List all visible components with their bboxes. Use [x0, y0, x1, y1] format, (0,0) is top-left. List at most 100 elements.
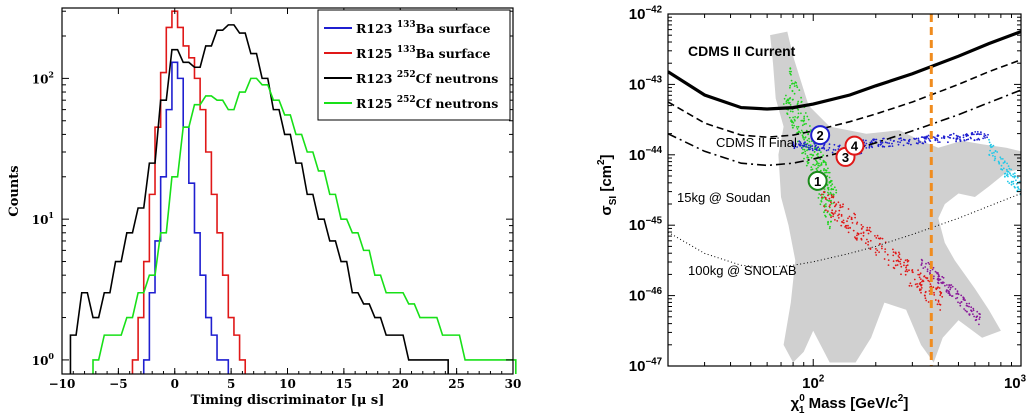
scatter-point — [840, 215, 843, 217]
scatter-point — [919, 281, 922, 284]
scatter-point — [803, 145, 805, 148]
benchmark-label: 4 — [851, 139, 859, 154]
scatter-point — [875, 247, 877, 250]
scatter-point — [830, 199, 832, 202]
scatter-point — [806, 139, 809, 142]
right-plot-frame — [667, 13, 1022, 367]
scatter-point — [860, 228, 863, 230]
scatter-point — [819, 169, 822, 172]
scatter-point — [904, 259, 907, 262]
scatter-point — [824, 169, 827, 172]
scatter-point — [805, 143, 808, 146]
scatter-point — [815, 163, 818, 166]
scatter-point — [946, 284, 948, 286]
scatter-point — [821, 196, 823, 199]
scatter-point — [902, 144, 905, 147]
scatter-point — [947, 141, 949, 144]
y-tick-label: 10−42 — [629, 4, 663, 23]
scatter-point — [814, 148, 817, 151]
scatter-point — [802, 135, 804, 138]
scatter-point — [929, 283, 932, 285]
scatter-point — [956, 137, 959, 140]
scatter-point — [936, 287, 939, 289]
scatter-point — [951, 295, 953, 297]
scatter-point — [1015, 179, 1017, 182]
scatter-point — [860, 224, 863, 226]
scatter-point — [790, 120, 792, 123]
scatter-point — [881, 237, 884, 240]
scatter-point — [994, 157, 997, 160]
scatter-point — [904, 270, 907, 273]
limit-curve-final — [668, 59, 1021, 139]
scatter-point — [866, 226, 869, 229]
scatter-point — [838, 209, 841, 212]
scatter-point — [811, 154, 814, 157]
scatter-point — [822, 146, 825, 149]
scatter-point — [828, 227, 831, 230]
scatter-point — [803, 123, 806, 126]
y-tick-label: 101 — [32, 210, 54, 227]
scatter-point — [884, 248, 887, 251]
scatter-point — [1008, 167, 1011, 170]
scatter-point — [835, 191, 838, 194]
scatter-point — [988, 153, 991, 156]
scatter-point — [997, 160, 1000, 163]
scatter-point — [894, 264, 897, 267]
scatter-point — [950, 133, 952, 136]
scatter-point — [1016, 186, 1019, 189]
scatter-point — [856, 221, 859, 224]
scatter-point — [1007, 165, 1010, 168]
scatter-point — [795, 84, 798, 87]
scatter-point — [817, 152, 819, 155]
scatter-point — [984, 134, 987, 137]
scatter-point — [828, 197, 831, 200]
scatter-point — [944, 284, 946, 287]
scatter-point — [819, 203, 822, 206]
scatter-point — [924, 137, 926, 140]
scatter-point — [980, 131, 982, 134]
scatter-point — [1006, 173, 1009, 175]
scatter-point — [891, 142, 893, 145]
scatter-point — [835, 189, 838, 192]
scatter-point — [854, 216, 856, 219]
scatter-point — [920, 291, 922, 294]
scatter-point — [976, 131, 979, 133]
scatter-point — [839, 206, 842, 209]
scatter-point — [970, 132, 973, 135]
scatter-point — [816, 146, 819, 149]
scatter-point — [853, 212, 855, 215]
scatter-point — [909, 282, 912, 285]
right-axis-labels: χ0 1 Mass [GeV/c2] σSI [cm2] — [596, 154, 908, 415]
scatter-point — [959, 136, 961, 138]
scatter-point — [834, 212, 836, 214]
scatter-point — [926, 135, 929, 138]
scatter-point — [989, 149, 991, 152]
scatter-point — [801, 124, 804, 127]
scatter-point — [976, 138, 978, 141]
scatter-point — [937, 299, 940, 302]
scatter-point — [792, 144, 795, 147]
scatter-point — [829, 204, 831, 206]
scatter-point — [993, 151, 995, 154]
scatter-point — [795, 143, 797, 145]
scatter-point — [937, 277, 940, 280]
scatter-point — [822, 154, 825, 157]
scatter-point — [824, 215, 827, 218]
scatter-point — [821, 193, 823, 196]
scatter-point — [850, 216, 853, 219]
scatter-point — [850, 218, 853, 221]
scatter-point — [798, 130, 801, 133]
scatter-point — [836, 220, 839, 222]
scatter-point — [908, 269, 910, 272]
scatter-point — [867, 243, 869, 246]
x-tick-label: −5 — [109, 377, 127, 391]
legend-entry: R123 252Cf neutrons — [356, 70, 498, 86]
scatter-point — [962, 136, 965, 139]
scatter-point — [998, 162, 1001, 165]
scatter-point — [830, 201, 832, 204]
scatter-point — [942, 276, 945, 279]
scatter-point — [918, 141, 920, 143]
scatter-point — [965, 310, 968, 313]
scatter-point — [991, 152, 993, 155]
